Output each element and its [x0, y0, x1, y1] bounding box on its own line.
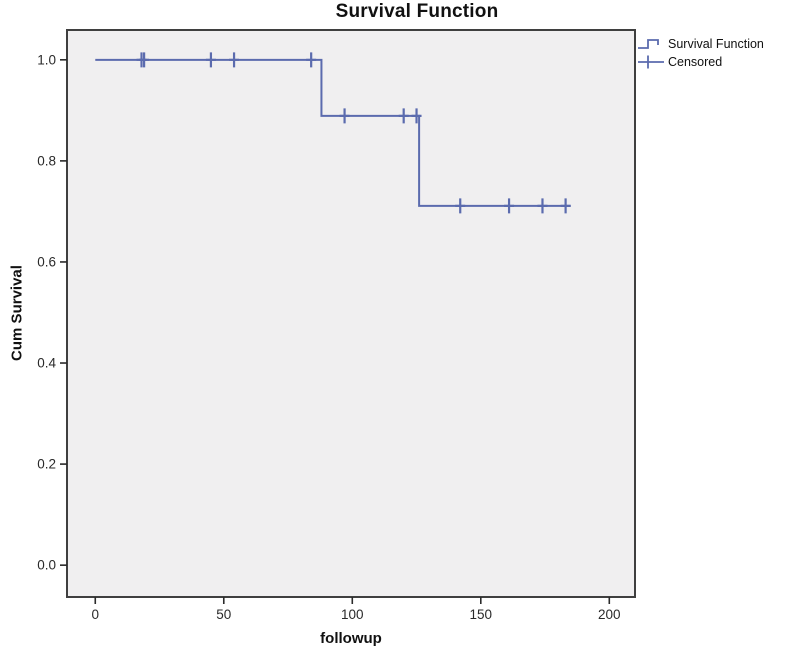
- survival-step-line: [95, 58, 571, 207]
- x-tick-label: 100: [341, 607, 364, 622]
- x-tick-label: 0: [92, 607, 100, 622]
- censored-marker: [205, 52, 216, 68]
- censored-marker: [504, 198, 515, 214]
- plus-icon: [638, 55, 664, 68]
- censored-marker: [411, 108, 422, 124]
- x-axis-title: followup: [320, 630, 382, 647]
- x-tick-label: 150: [470, 607, 493, 622]
- y-tick-label: 0.0: [37, 558, 56, 573]
- censored-marker: [398, 108, 409, 124]
- censored-marker: [537, 198, 548, 214]
- chart-title: Survival Function: [335, 1, 499, 22]
- censored-marker: [455, 198, 466, 214]
- censored-marker: [339, 108, 350, 124]
- legend-label: Survival Function: [668, 36, 764, 51]
- censored-marker: [560, 198, 571, 214]
- legend-item-survival-function: Survival Function: [637, 35, 764, 52]
- y-tick-label: 0.6: [37, 254, 56, 269]
- legend-item-censored: Censored: [637, 53, 764, 70]
- legend: Survival Function Censored: [637, 35, 764, 70]
- plot-area: [66, 29, 636, 598]
- legend-label: Censored: [668, 54, 723, 69]
- y-tick-label: 1.0: [37, 52, 56, 67]
- censored-marker: [306, 52, 317, 68]
- y-tick-label: 0.4: [37, 356, 56, 371]
- y-tick-label: 0.2: [37, 457, 56, 472]
- step-line-icon: [638, 38, 659, 49]
- censored-marker: [139, 52, 150, 68]
- x-tick-label: 50: [216, 607, 231, 622]
- y-tick-label: 0.8: [37, 153, 56, 168]
- censored-marker: [229, 52, 240, 68]
- x-tick-label: 200: [598, 607, 621, 622]
- y-axis-title: Cum Survival: [8, 265, 26, 361]
